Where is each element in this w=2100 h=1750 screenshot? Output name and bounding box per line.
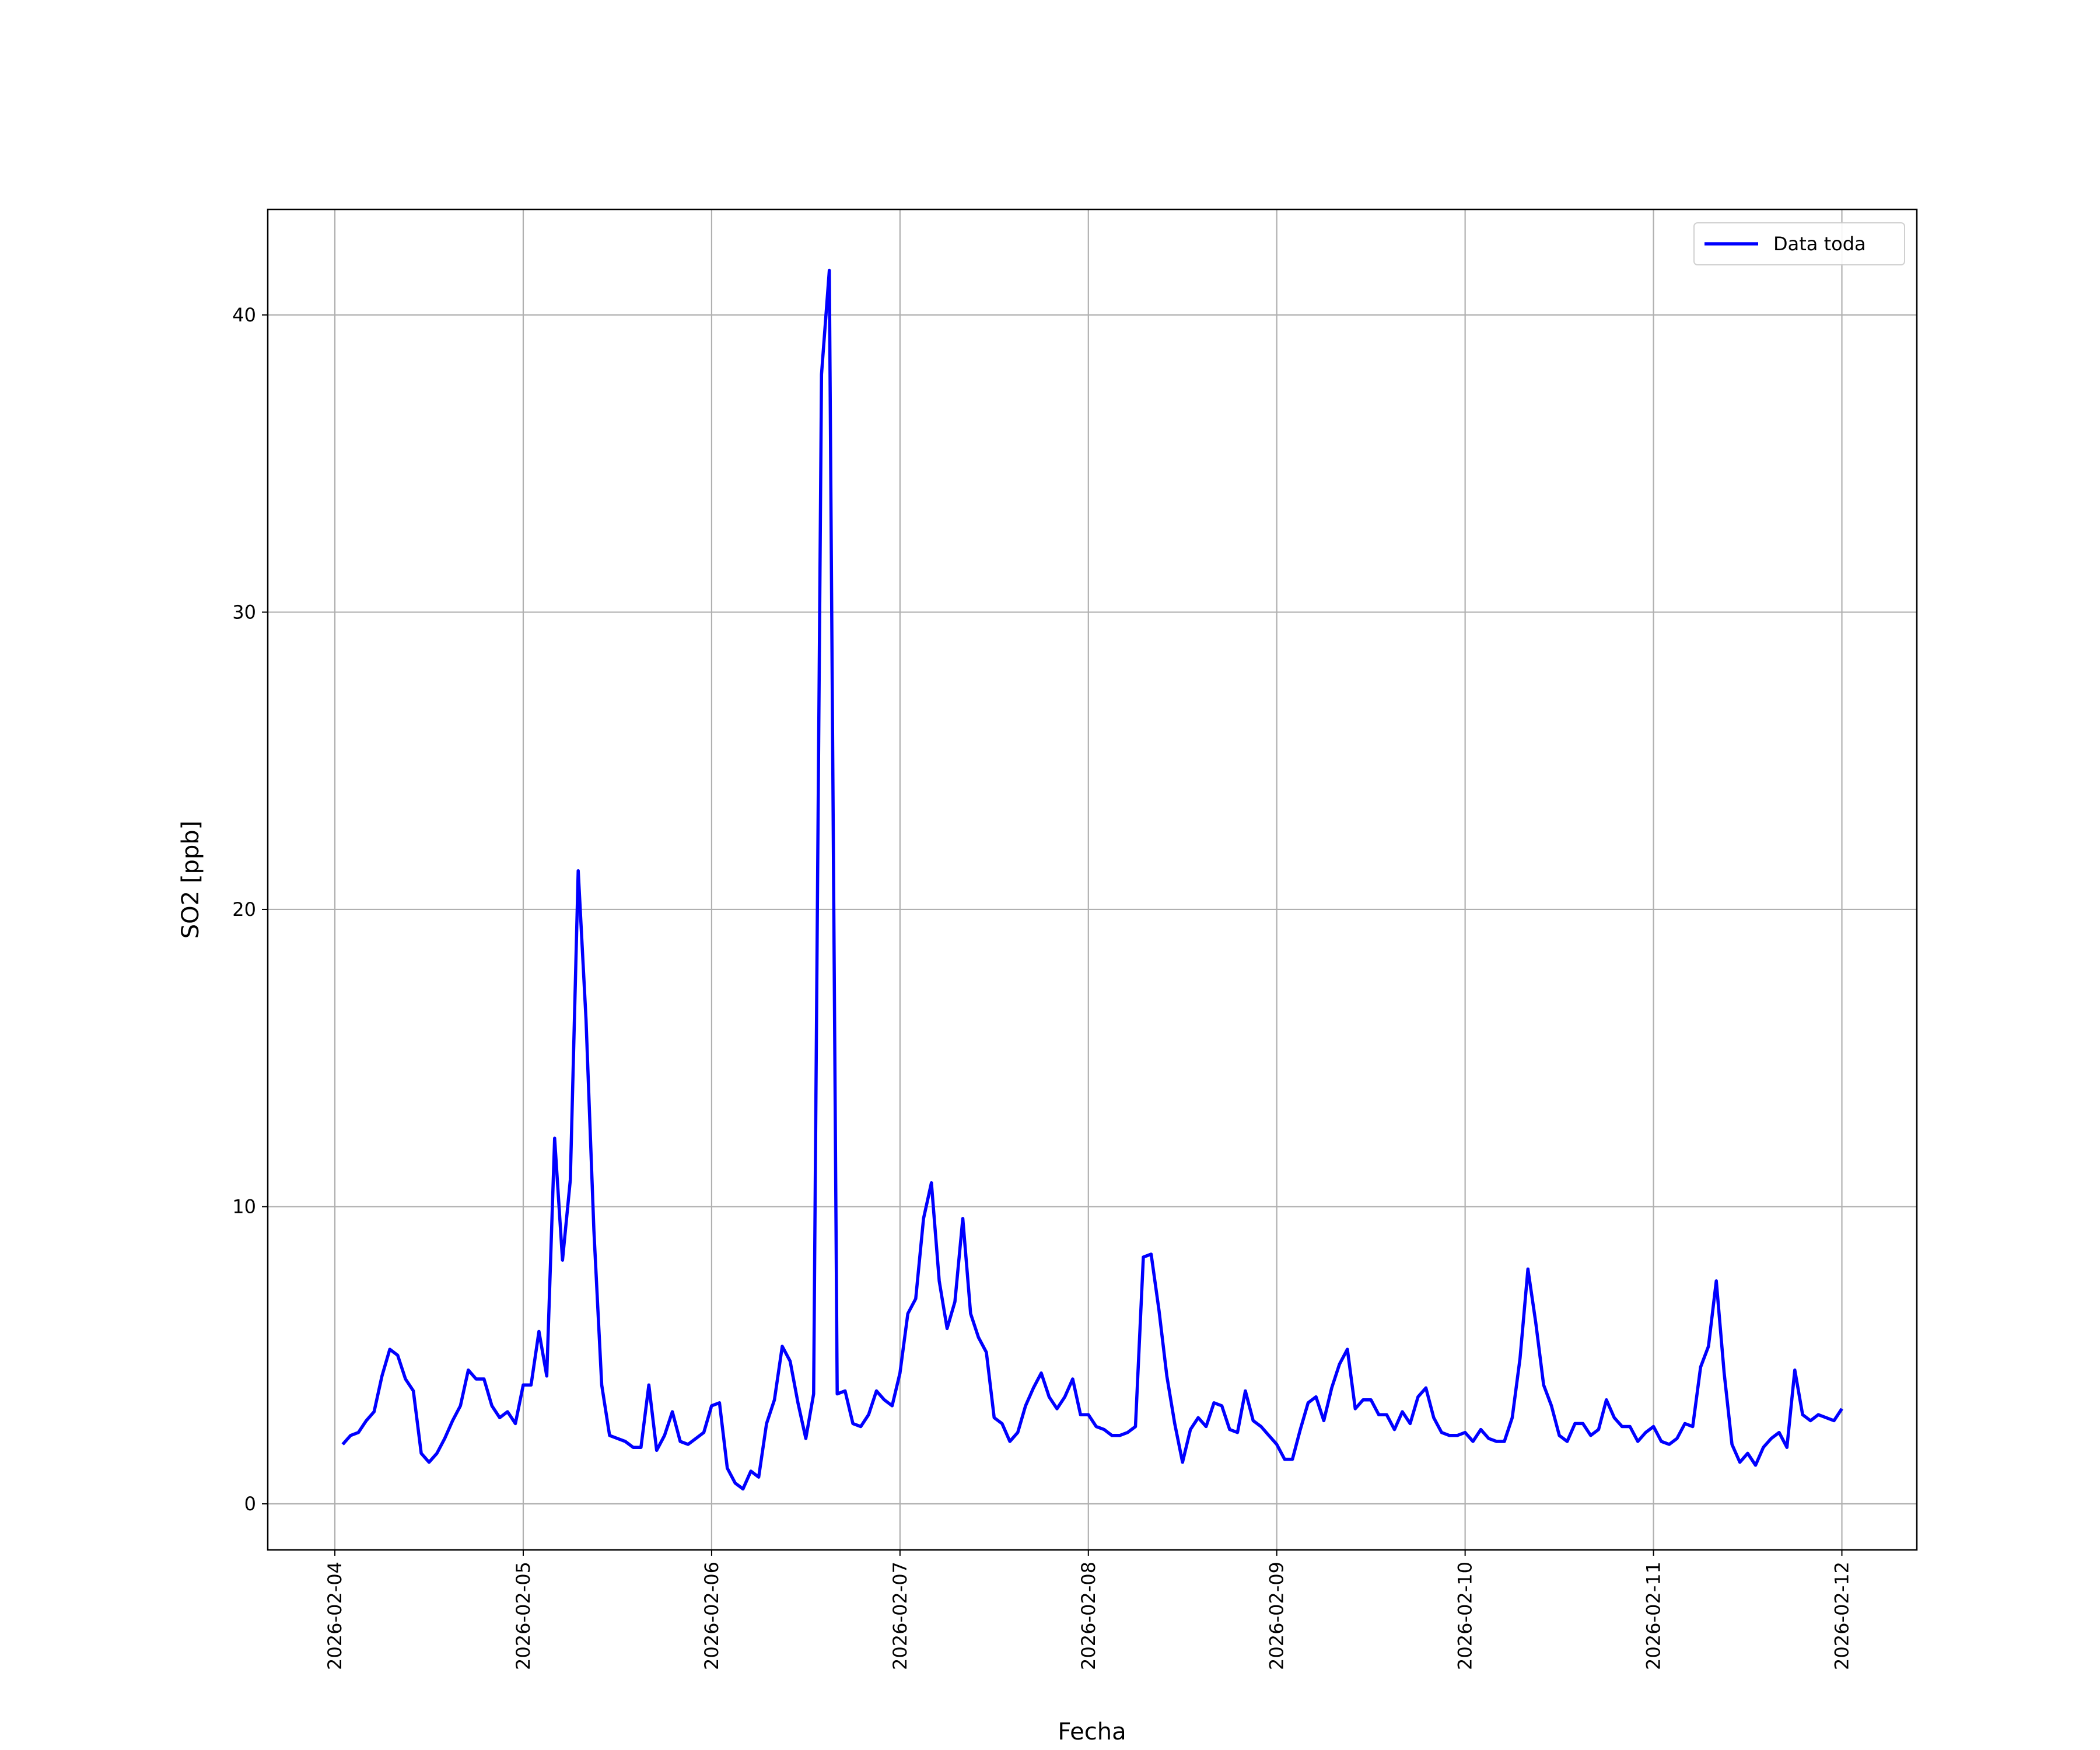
x-tick-label: 2026-02-10 (1454, 1562, 1476, 1670)
data-line (341, 268, 1843, 1491)
x-axis-label: Fecha (1058, 1718, 1126, 1745)
legend: Data toda (1693, 222, 1905, 265)
plot-frame (267, 208, 1918, 1551)
x-tick-label: 2026-02-08 (1077, 1562, 1100, 1670)
y-tick-label: 0 (244, 1493, 256, 1515)
x-tick-label: 2026-02-12 (1831, 1562, 1853, 1670)
legend-label: Data toda (1773, 233, 1866, 255)
x-tick-label: 2026-02-05 (512, 1562, 534, 1670)
x-tick-label: 2026-02-11 (1643, 1562, 1665, 1670)
x-tick-label: 2026-02-06 (701, 1562, 723, 1670)
legend-box (1693, 222, 1905, 265)
x-tick-label: 2026-02-07 (889, 1562, 911, 1670)
y-axis-label: SO2 [ppb] (177, 821, 204, 939)
y-tick-label: 30 (232, 601, 256, 623)
x-tick-label: 2026-02-04 (324, 1562, 346, 1670)
y-tick-label: 10 (232, 1195, 256, 1217)
x-tick-label: 2026-02-09 (1266, 1562, 1288, 1670)
y-tick-label: 40 (232, 304, 256, 326)
y-tick-label: 20 (232, 898, 256, 921)
